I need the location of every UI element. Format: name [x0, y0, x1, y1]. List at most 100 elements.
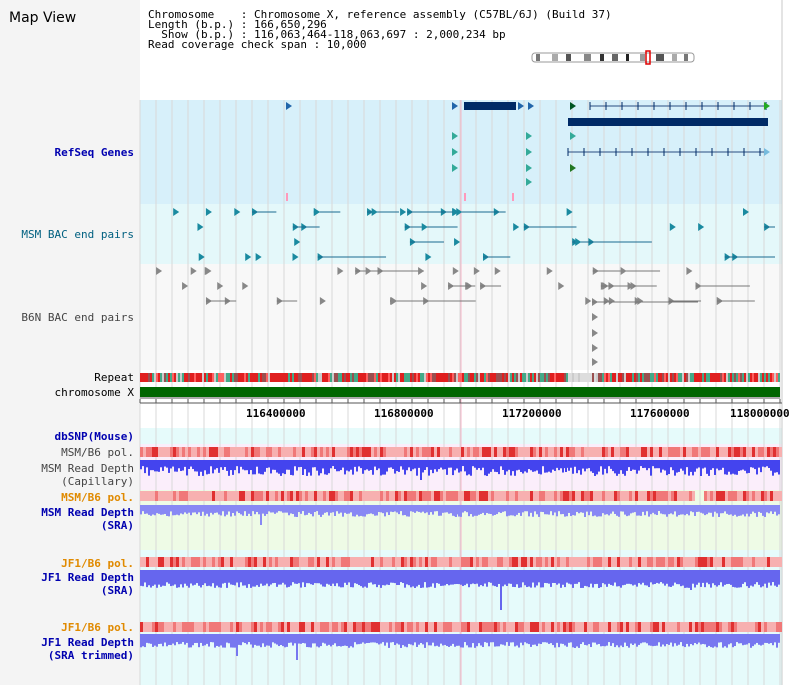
depth-bar — [152, 460, 154, 471]
repeat-segment — [232, 373, 234, 382]
depth-bar — [376, 570, 378, 588]
repeat-segment — [534, 373, 536, 382]
dbsnp-label[interactable]: dbSNP(Mouse) — [54, 430, 134, 443]
repeat-segment — [424, 373, 426, 382]
depth-bar — [200, 505, 202, 516]
depth-bar — [384, 460, 386, 475]
depth-bar — [688, 460, 690, 476]
b6n-bac-label[interactable]: B6N BAC end pairs — [21, 311, 134, 324]
depth-spike — [260, 505, 262, 525]
jf1-read-depth-sra-label: JF1 Read Depth (SRA) — [41, 571, 134, 597]
refseq-genes-label[interactable]: RefSeq Genes — [54, 146, 134, 159]
pol-cell — [611, 622, 614, 632]
pol-cell — [194, 557, 197, 567]
depth-bar — [476, 505, 478, 516]
depth-bar — [314, 634, 316, 644]
refseq-genes-track[interactable] — [286, 102, 770, 201]
depth-bar — [166, 634, 168, 647]
pol-cell — [269, 557, 272, 567]
depth-bar — [644, 570, 646, 586]
pol-cell — [167, 491, 170, 501]
depth-bar — [340, 634, 342, 647]
depth-bar — [310, 570, 312, 585]
depth-bar — [148, 460, 150, 476]
depth-bar — [244, 634, 246, 644]
pol-cell — [362, 622, 365, 632]
pol-cell — [290, 447, 293, 457]
depth-bar — [688, 634, 690, 647]
msm-bac-label[interactable]: MSM BAC end pairs — [21, 228, 134, 241]
repeat-segment — [152, 373, 154, 382]
pol-cell — [194, 622, 197, 632]
repeat-segment — [690, 373, 692, 382]
depth-bar — [732, 634, 734, 648]
depth-bar — [190, 505, 192, 516]
repeat-segment — [776, 373, 778, 382]
depth-bar — [390, 570, 392, 583]
bac-end — [456, 208, 463, 216]
pol-cell — [503, 491, 506, 501]
repeat-segment — [414, 373, 416, 382]
bac-end — [592, 344, 598, 352]
depth-bar — [640, 634, 642, 644]
pol-cell — [524, 447, 527, 457]
b6n-bac-end-pairs-track[interactable] — [156, 267, 755, 366]
depth-bar — [638, 460, 640, 471]
depth-bar — [580, 570, 582, 588]
pol-cell — [176, 557, 179, 567]
pol-cell — [392, 557, 395, 567]
depth-bar — [220, 460, 222, 468]
depth-bar — [190, 460, 192, 467]
pol-cell — [527, 447, 530, 457]
depth-bar — [414, 570, 416, 588]
pol-cell — [212, 622, 215, 632]
repeat-segment — [524, 373, 526, 382]
depth-bar — [486, 460, 488, 476]
depth-bar — [360, 460, 362, 469]
depth-bar — [748, 570, 750, 588]
pol-cell — [701, 622, 704, 632]
depth-bar — [422, 634, 424, 645]
msm-bac-end-pairs-track[interactable] — [173, 208, 775, 261]
depth-bar — [762, 460, 764, 467]
depth-bar — [660, 634, 662, 647]
depth-bar — [552, 570, 554, 583]
repeat-segment — [304, 373, 306, 382]
bac-end — [742, 208, 749, 216]
depth-bar — [248, 460, 250, 475]
depth-bar — [364, 460, 366, 471]
depth-bar — [676, 570, 678, 585]
depth-bar — [514, 570, 516, 588]
depth-bar — [494, 460, 496, 472]
depth-bar — [172, 634, 174, 644]
pol-cell — [479, 447, 482, 457]
pol-cell — [533, 447, 536, 457]
depth-bar — [364, 634, 366, 644]
depth-bar — [330, 570, 332, 586]
bac-end — [197, 223, 204, 231]
repeat-segment — [710, 373, 712, 382]
depth-bar — [482, 634, 484, 648]
depth-bar — [766, 505, 768, 513]
depth-bar — [480, 460, 482, 471]
depth-bar — [144, 460, 146, 474]
depth-bar — [604, 570, 606, 585]
pol-cell — [212, 491, 215, 501]
depth-bar — [212, 570, 214, 584]
depth-bar — [744, 505, 746, 517]
depth-bar — [338, 634, 340, 647]
depth-bar — [732, 460, 734, 474]
depth-bar — [728, 570, 730, 584]
pol-cell — [530, 622, 533, 632]
depth-bar — [460, 634, 462, 648]
depth-bar — [338, 505, 340, 514]
depth-bar — [742, 570, 744, 584]
pol-cell — [380, 491, 383, 501]
chromosome-ideogram[interactable] — [531, 50, 695, 65]
pol-cell — [215, 622, 218, 632]
depth-bar — [172, 505, 174, 516]
depth-bar — [726, 570, 728, 585]
depth-bar — [618, 460, 620, 474]
pol-cell — [251, 491, 254, 501]
pol-cell — [281, 447, 284, 457]
